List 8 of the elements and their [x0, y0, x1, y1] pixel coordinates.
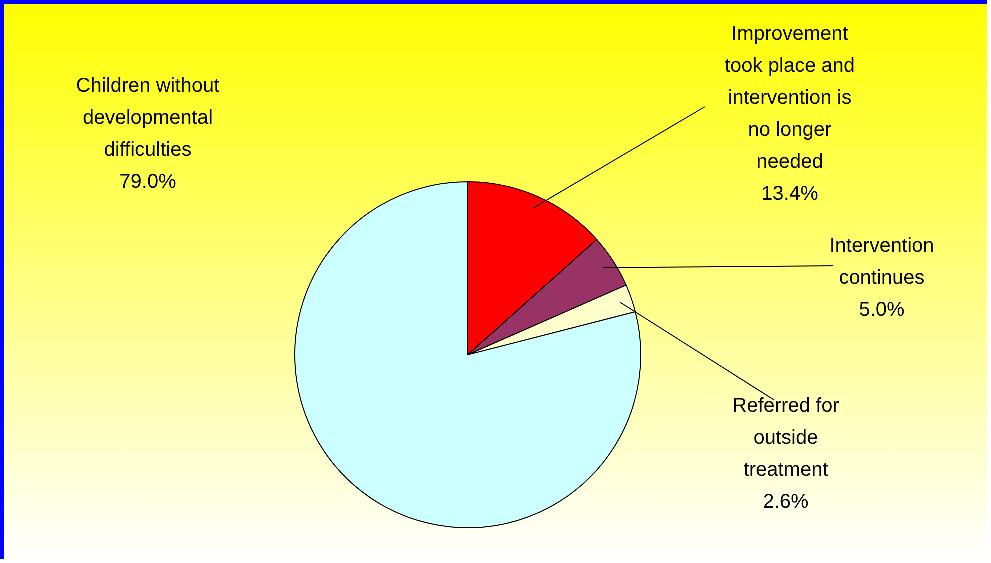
data-label: 79.0%: [120, 171, 177, 193]
data-label: 2.6%: [763, 491, 810, 513]
slice-label: Intervention continues: [830, 235, 934, 289]
data-label: 5.0%: [859, 299, 906, 321]
data-label: 13.4%: [762, 183, 819, 205]
slice-label: Children without developmental difficulties: [76, 75, 220, 161]
slice-label: Referred for outside treatment: [732, 395, 840, 481]
slice-label: Improvement took place and intervention is no longer needed: [724, 23, 856, 173]
